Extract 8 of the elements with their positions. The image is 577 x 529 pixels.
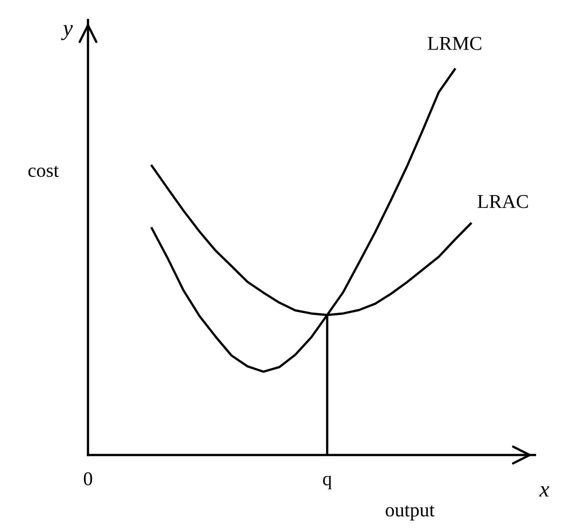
text: x [539,486,550,497]
x-axis-title: output [386,505,435,520]
y-axis-title: cost [28,166,59,177]
series-label: LRAC [478,195,528,208]
x-tick-label: 0 [84,472,92,486]
x-tick-label: q [323,476,332,490]
text: y [61,25,73,40]
series-label: LRMC [428,36,482,50]
